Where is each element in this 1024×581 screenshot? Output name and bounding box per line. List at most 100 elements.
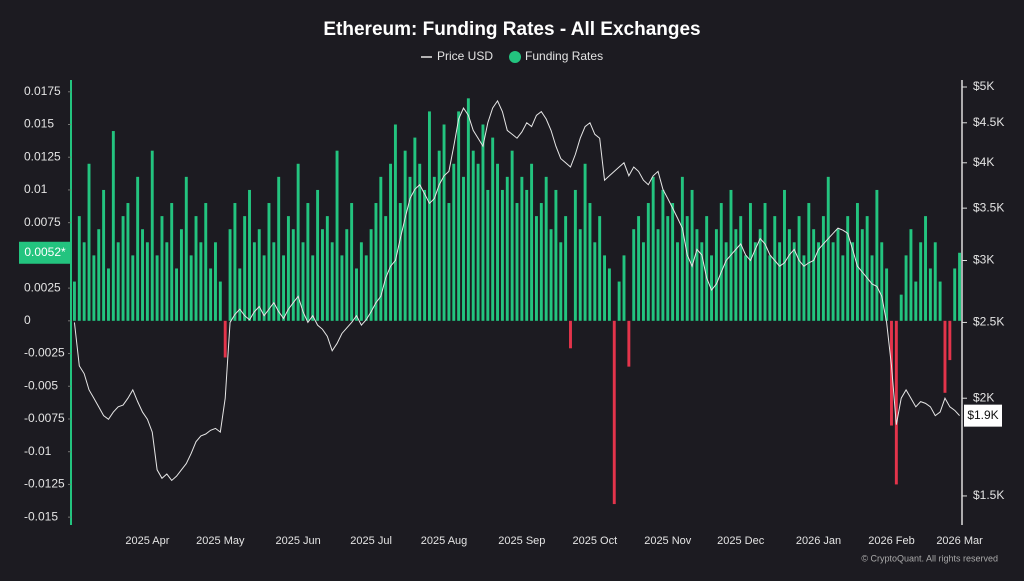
bar xyxy=(948,320,952,361)
bar xyxy=(763,203,767,321)
current-funding-label: 0.0052* xyxy=(24,245,66,259)
bar xyxy=(578,229,582,321)
legend-dot xyxy=(509,51,522,63)
bar xyxy=(92,255,96,321)
bar xyxy=(170,203,174,321)
bar xyxy=(160,216,164,321)
bar xyxy=(807,203,811,321)
bar xyxy=(428,111,431,321)
bar xyxy=(797,216,801,321)
y-tick-label: 0.01 xyxy=(24,182,48,196)
x-tick-label: 2025 Nov xyxy=(644,535,692,547)
bar xyxy=(787,229,791,321)
y-tick-label: -0.0125 xyxy=(24,477,65,491)
bar xyxy=(82,242,86,321)
bar xyxy=(894,320,898,485)
bar xyxy=(340,255,344,321)
bar xyxy=(632,229,636,321)
bar xyxy=(569,320,572,349)
bar xyxy=(836,229,840,321)
y-tick-label: 0.0075 xyxy=(24,215,61,229)
bar xyxy=(617,281,621,321)
bar xyxy=(393,124,397,321)
bar xyxy=(739,216,743,321)
bar xyxy=(238,268,242,321)
bar xyxy=(413,137,417,321)
bar xyxy=(291,229,295,321)
current-price-badge xyxy=(964,404,1002,427)
bar xyxy=(534,216,538,321)
y-tick-label: -0.005 xyxy=(24,378,58,392)
bar xyxy=(598,216,602,321)
x-tick-label: 2025 Jul xyxy=(350,535,392,547)
bar xyxy=(321,229,324,321)
bar xyxy=(719,203,723,321)
bar xyxy=(199,242,203,321)
bar xyxy=(676,242,679,321)
bar xyxy=(753,242,757,321)
bar xyxy=(914,281,918,321)
bar xyxy=(87,163,91,321)
bar xyxy=(904,255,908,321)
bar xyxy=(700,242,704,321)
bar xyxy=(184,176,188,321)
y2-tick-label: $2K xyxy=(973,390,994,404)
bar xyxy=(953,268,957,321)
bar xyxy=(724,242,728,321)
bar xyxy=(121,216,125,321)
bar xyxy=(218,281,222,321)
bar xyxy=(758,229,762,321)
bar xyxy=(442,124,446,321)
bar xyxy=(593,242,597,321)
bar xyxy=(841,255,845,321)
bar xyxy=(603,255,606,321)
bar xyxy=(821,216,825,321)
bar xyxy=(335,150,339,321)
bar xyxy=(301,242,305,321)
bar xyxy=(909,229,913,321)
bar xyxy=(525,189,529,321)
bar xyxy=(355,268,358,321)
bar xyxy=(646,203,650,321)
bar xyxy=(141,229,144,321)
bar xyxy=(612,320,616,505)
bar xyxy=(666,216,670,321)
bar xyxy=(102,189,106,321)
bar xyxy=(223,320,227,358)
chart-title: Ethereum: Funding Rates - All Exchanges xyxy=(323,19,700,40)
bar xyxy=(515,203,519,321)
bar xyxy=(374,203,378,321)
bar xyxy=(748,203,752,321)
bar xyxy=(466,98,470,321)
bar xyxy=(680,176,684,321)
y2-tick-label: $2.5K xyxy=(973,315,1004,329)
bar xyxy=(345,229,349,321)
bar xyxy=(933,242,937,321)
bar xyxy=(588,203,592,321)
footer: © CryptoQuant. All rights reserved xyxy=(861,553,998,563)
bar xyxy=(831,242,835,321)
bar xyxy=(802,255,806,321)
bar xyxy=(204,203,208,321)
legend-label: Funding Rates xyxy=(525,49,603,63)
bar xyxy=(325,216,329,321)
bar xyxy=(330,242,334,321)
y-tick-label: 0.0175 xyxy=(24,84,61,98)
bar xyxy=(398,203,402,321)
bar xyxy=(252,242,256,321)
bar xyxy=(262,255,266,321)
x-tick-label: 2025 Apr xyxy=(125,535,169,547)
bar xyxy=(958,252,962,321)
bar xyxy=(286,216,290,321)
price-line xyxy=(73,99,960,482)
y-tick-label: 0 xyxy=(24,313,31,327)
y2-tick-label: $5K xyxy=(973,79,994,93)
bar xyxy=(267,203,271,321)
bar xyxy=(350,203,354,321)
y-tick-label: 0.0125 xyxy=(24,149,61,163)
bar xyxy=(554,189,558,321)
legend: Price USD Funding Rates xyxy=(421,49,603,63)
x-tick-label: 2025 Aug xyxy=(421,535,468,547)
bar xyxy=(257,229,261,321)
